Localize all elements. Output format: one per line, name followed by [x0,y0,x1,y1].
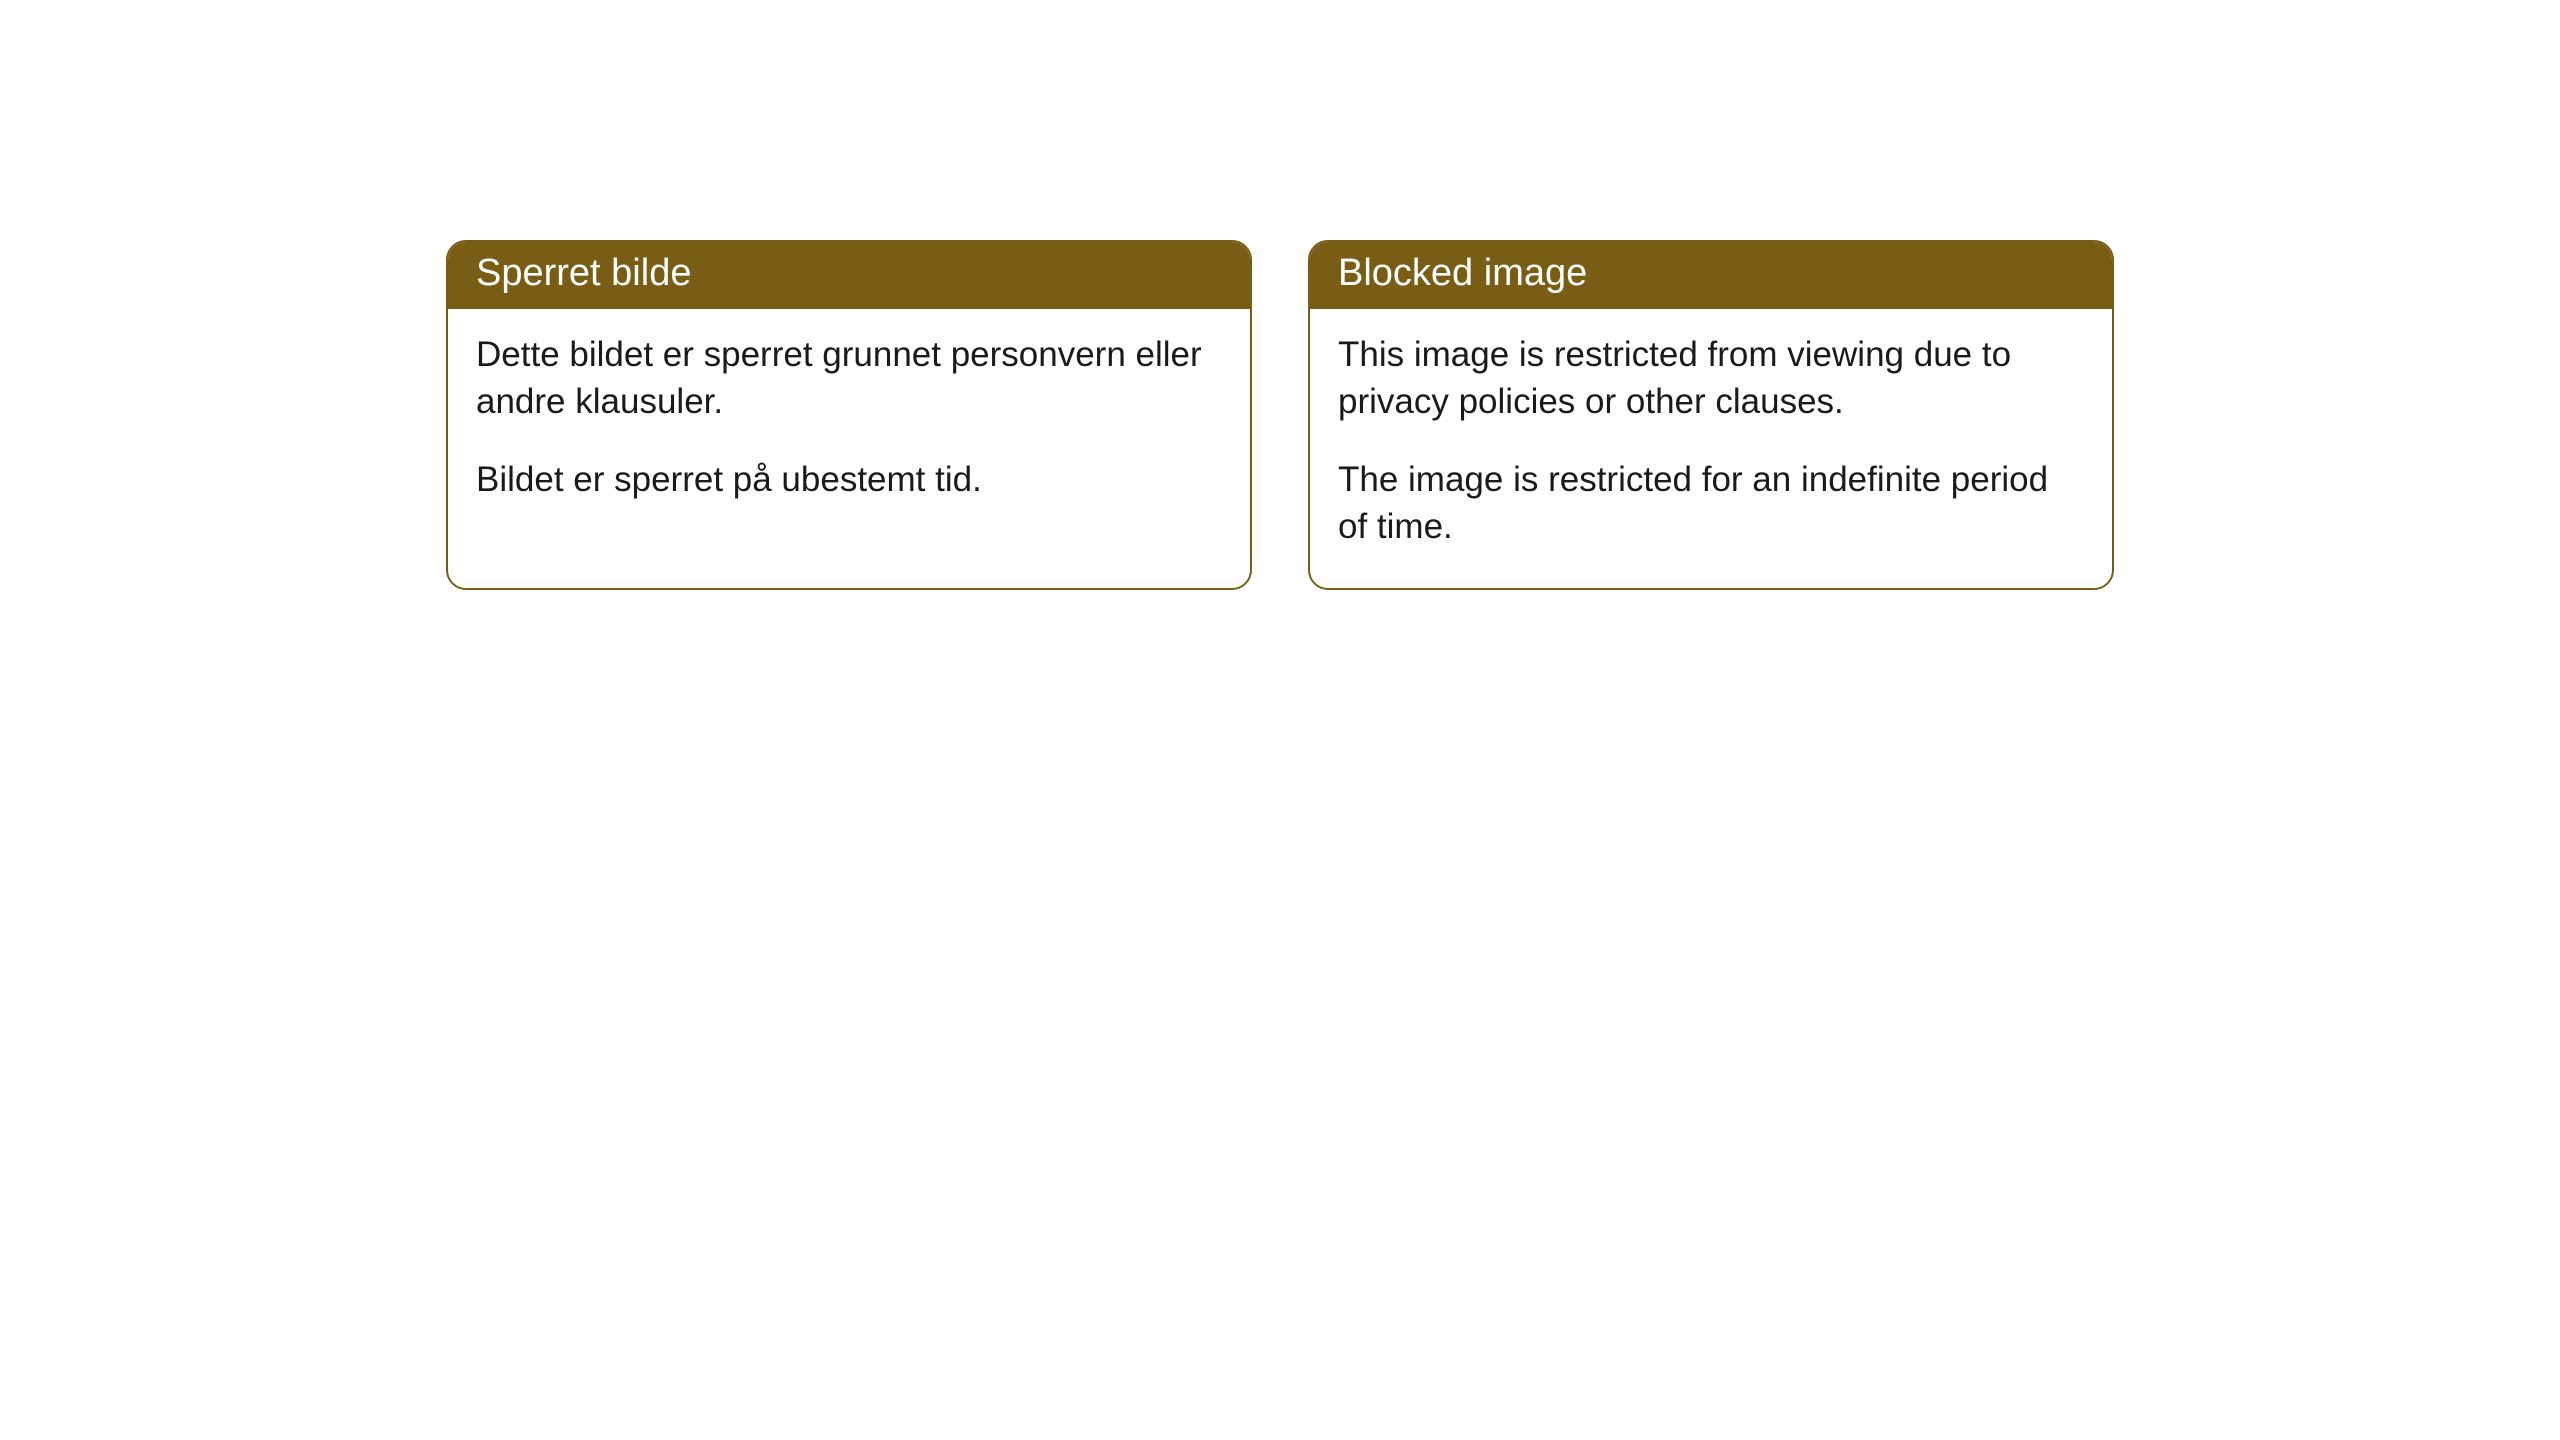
card-header: Blocked image [1310,242,2112,309]
notice-card-norwegian: Sperret bilde Dette bildet er sperret gr… [446,240,1252,590]
card-body: Dette bildet er sperret grunnet personve… [448,309,1250,541]
card-header: Sperret bilde [448,242,1250,309]
notice-paragraph-2: The image is restricted for an indefinit… [1338,456,2084,551]
notice-card-english: Blocked image This image is restricted f… [1308,240,2114,590]
notice-paragraph-1: This image is restricted from viewing du… [1338,331,2084,426]
notice-paragraph-2: Bildet er sperret på ubestemt tid. [476,456,1222,503]
notice-paragraph-1: Dette bildet er sperret grunnet personve… [476,331,1222,426]
card-body: This image is restricted from viewing du… [1310,309,2112,588]
notice-cards-container: Sperret bilde Dette bildet er sperret gr… [446,240,2114,590]
